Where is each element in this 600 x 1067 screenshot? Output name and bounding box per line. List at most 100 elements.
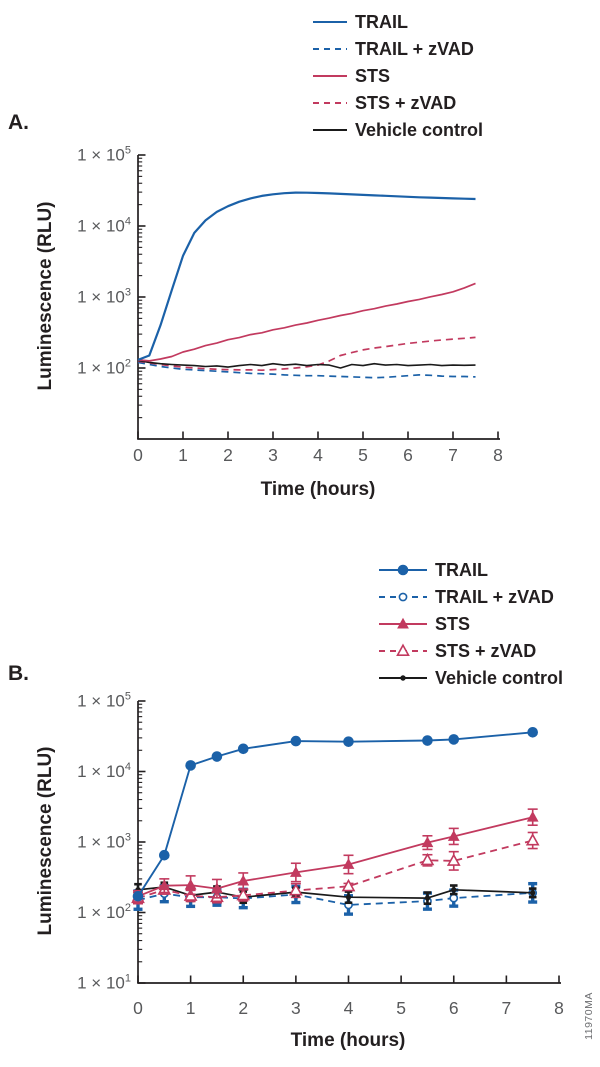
- series-line-TRAIL: [137, 731, 533, 897]
- legend-item: TRAIL + zVAD: [377, 583, 563, 610]
- legend-label: TRAIL: [435, 559, 488, 580]
- x-tick-label: 2: [223, 445, 233, 465]
- data-point-TRAIL: [185, 760, 196, 771]
- x-axis-title-b: Time (hours): [290, 1030, 406, 1051]
- series-line-TRAIL + zVAD: [137, 361, 476, 379]
- legend-swatch: [313, 101, 347, 104]
- y-tick-label: 1 × 102: [77, 358, 131, 378]
- panel-b-label: B.: [8, 662, 29, 685]
- legend-label: Vehicle control: [355, 119, 484, 140]
- data-point-STS: [289, 866, 302, 877]
- y-tick-label: 1 × 101: [77, 973, 131, 993]
- data-point-TRAIL: [527, 726, 538, 738]
- data-point-STS + zVAD: [446, 853, 461, 866]
- watermark-code: 11970MA: [583, 992, 595, 1040]
- x-tick-label: 4: [313, 445, 323, 465]
- panel-a-label: A.: [8, 111, 29, 134]
- series-line-TRAIL + zVAD: [137, 891, 533, 906]
- legend-label: STS + zVAD: [355, 92, 457, 113]
- legend-label: TRAIL + zVAD: [435, 586, 554, 607]
- y-tick-label: 1 × 103: [77, 287, 131, 307]
- x-tick-label: 8: [493, 445, 503, 465]
- data-point-STS + zVAD: [341, 878, 356, 892]
- legend-marker: [400, 674, 406, 681]
- data-point-STS: [158, 879, 171, 891]
- legend-panel-b: TRAIL TRAIL + zVAD STS STS + zVAD Vehicle co…: [377, 556, 563, 691]
- x-tick-label: 7: [502, 998, 512, 1018]
- legend-label: STS + zVAD: [435, 640, 537, 661]
- series-line-STS + zVAD: [137, 336, 476, 372]
- x-tick-label: 5: [396, 998, 406, 1018]
- x-tick-label: 7: [448, 445, 458, 465]
- data-point-STS + zVAD: [236, 887, 251, 901]
- x-tick-label: 0: [133, 445, 143, 465]
- data-point-STS: [447, 830, 460, 841]
- legend-label: STS: [355, 65, 391, 86]
- legend-swatch: [379, 564, 427, 575]
- legend-marker: [397, 564, 409, 575]
- legend-item: STS + zVAD: [377, 637, 563, 664]
- legend-swatch: [379, 674, 427, 681]
- chart-A-svg: 1 × 105 1 × 104 1 × 103 1 × 102 0 1 2 3 4 5 6 7 8: [77, 145, 503, 466]
- x-tick-label: 3: [291, 998, 301, 1018]
- legend-item: STS: [377, 610, 563, 637]
- series-line-STS: [137, 282, 476, 362]
- data-point-STS: [184, 878, 197, 890]
- data-point-Vehicle control: [424, 895, 431, 901]
- data-point-TRAIL: [211, 751, 223, 762]
- legend-swatch: [313, 20, 347, 23]
- series-line-STS + zVAD: [137, 839, 533, 899]
- legend-item: TRAIL + zVAD: [311, 35, 483, 62]
- y-tick-label: 1 × 105: [77, 691, 131, 711]
- legend-swatch: [313, 47, 347, 50]
- x-tick-label: 4: [344, 998, 354, 1018]
- legend-swatch: [379, 592, 427, 601]
- data-point-STS: [342, 858, 355, 869]
- legend-item: STS: [311, 62, 483, 89]
- data-point-STS + zVAD: [289, 883, 303, 896]
- data-point-STS + zVAD: [525, 833, 540, 846]
- legend-marker: [398, 592, 408, 601]
- data-point-TRAIL + zVAD: [449, 893, 459, 903]
- series-line-STS: [137, 816, 533, 898]
- x-tick-label: 0: [133, 998, 143, 1018]
- data-point-TRAIL: [448, 734, 460, 745]
- legend-item: Vehicle control: [377, 664, 563, 691]
- legend-item: TRAIL: [377, 556, 563, 583]
- data-point-Vehicle control: [451, 887, 457, 893]
- data-point-TRAIL: [422, 735, 433, 746]
- legend-item: TRAIL: [311, 8, 483, 35]
- data-point-TRAIL: [290, 735, 302, 747]
- x-tick-label: 6: [403, 445, 413, 465]
- legend-label: STS: [435, 613, 471, 634]
- data-point-STS: [421, 836, 434, 848]
- data-point-TRAIL: [237, 743, 249, 755]
- y-tick-label: 1 × 102: [77, 902, 131, 922]
- legend-label: TRAIL + zVAD: [355, 38, 474, 59]
- y-tick-label: 1 × 105: [77, 145, 131, 165]
- data-point-STS + zVAD: [183, 888, 198, 901]
- y-axis-title-b: Luminescence (RLU): [35, 746, 56, 936]
- y-tick-label: 1 × 104: [77, 216, 131, 236]
- x-tick-label: 5: [358, 445, 368, 465]
- data-point-TRAIL: [343, 736, 354, 747]
- y-tick-label: 1 × 103: [77, 832, 131, 852]
- legend-item: STS + zVAD: [311, 89, 483, 116]
- legend-swatch: [313, 74, 347, 77]
- data-point-STS + zVAD: [420, 852, 435, 866]
- data-point-Vehicle control: [345, 894, 352, 900]
- data-point-Vehicle control: [529, 890, 536, 896]
- x-tick-label: 8: [554, 998, 564, 1018]
- y-tick-label: 1 × 104: [77, 761, 131, 781]
- series-line-Vehicle control: [137, 886, 533, 899]
- legend-panel-a: TRAIL TRAIL + zVAD STS STS + zVAD Vehicle co…: [311, 8, 483, 143]
- data-point-STS: [526, 810, 539, 822]
- data-point-TRAIL: [132, 890, 144, 902]
- x-tick-label: 1: [178, 445, 188, 465]
- x-tick-label: 3: [268, 445, 278, 465]
- data-point-TRAIL: [159, 849, 170, 861]
- x-tick-label: 1: [186, 998, 196, 1018]
- y-axis-title-a: Luminescence (RLU): [35, 201, 56, 391]
